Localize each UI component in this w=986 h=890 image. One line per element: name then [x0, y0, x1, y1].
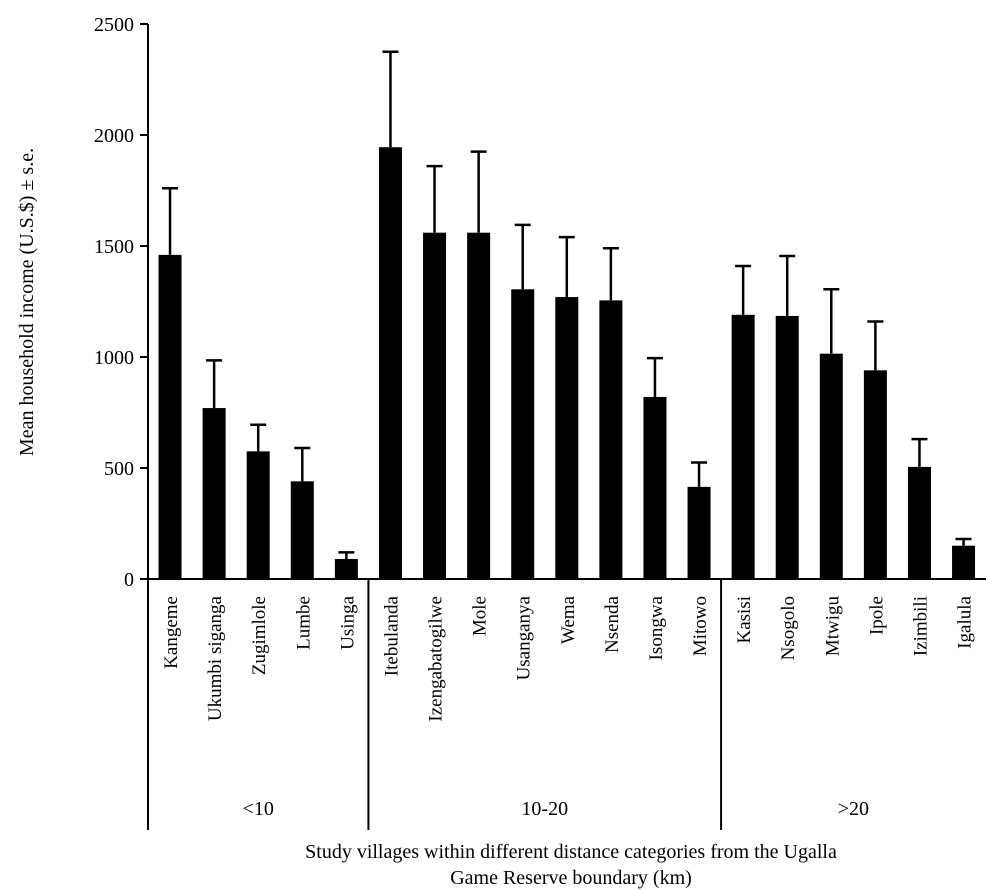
y-tick-label: 2500 [94, 14, 134, 36]
category-label: Ukumbi siganga [205, 595, 226, 721]
bar [334, 559, 358, 579]
y-tick-label: 1000 [94, 347, 134, 369]
y-tick-label: 1500 [94, 236, 134, 258]
category-label: Isongwa [646, 595, 667, 660]
category-label: Usinga [337, 595, 358, 649]
category-label: Kasisi [734, 596, 755, 644]
category-label: Usanganya [514, 595, 535, 680]
bar [202, 408, 226, 579]
category-label: Ipole [866, 596, 887, 635]
bar [246, 451, 270, 579]
category-label: Lumbe [293, 596, 314, 650]
x-axis-title-line-1: Study villages within different distance… [305, 841, 837, 863]
x-axis-title-line-2: Game Reserve boundary (km) [450, 867, 692, 889]
bar [643, 396, 667, 579]
category-label: Mtwigu [822, 596, 843, 657]
bar [907, 466, 931, 579]
bar [775, 315, 799, 579]
y-tick-label: 0 [124, 569, 134, 591]
bar [819, 353, 843, 579]
y-tick-label: 2000 [94, 125, 134, 147]
bar [158, 254, 182, 579]
bar [687, 486, 711, 579]
bar [599, 300, 623, 579]
group-label: >20 [838, 798, 869, 820]
bar [555, 297, 579, 579]
y-axis: 0 500 1000 1500 2000 2500 [94, 14, 149, 591]
bar [423, 232, 447, 579]
category-label: Nsenda [602, 595, 623, 653]
group-label: <10 [243, 798, 274, 820]
category-label: Izengabatogilwe [426, 596, 447, 722]
y-tick-label: 500 [104, 458, 134, 480]
category-label: Igalula [955, 595, 976, 648]
category-label: Itebulanda [381, 595, 402, 676]
bar [467, 232, 491, 579]
category-label: Zugimlole [249, 596, 270, 675]
bar [952, 545, 976, 579]
category-label: Mitowo [690, 596, 711, 656]
category-label: Wema [558, 595, 579, 644]
bar [731, 314, 755, 579]
x-axis: Kangeme Ukumbi siganga Zugimlole Lumbe Using… [147, 578, 986, 830]
category-label: Kangeme [161, 596, 182, 669]
category-label: Mole [470, 596, 491, 636]
bar [863, 370, 887, 579]
bars [158, 50, 976, 579]
group-label: 10-20 [521, 798, 568, 820]
y-axis-title: Mean household income (U.S.$) ± s.e. [16, 148, 38, 456]
bar [378, 147, 402, 579]
bar [511, 289, 535, 579]
category-label: Nsogolo [778, 596, 799, 660]
bar [290, 481, 314, 579]
category-label: Izimbili [910, 596, 931, 656]
